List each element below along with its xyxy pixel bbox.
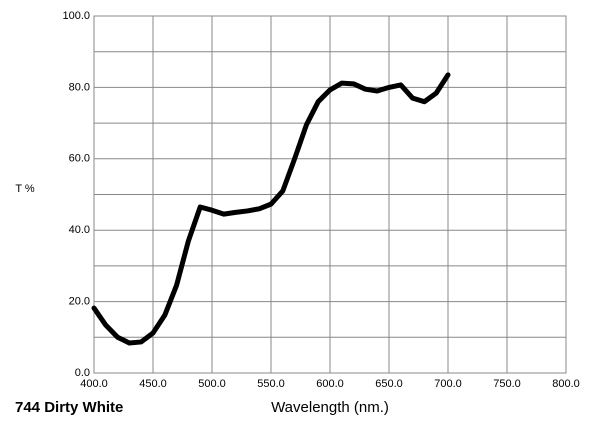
line bbox=[91, 72, 451, 346]
x-tick-label: 700.0 bbox=[434, 378, 462, 390]
y-tick-label: 60.0 bbox=[69, 153, 90, 165]
x-tick-label: 600.0 bbox=[316, 378, 344, 390]
x-tick-label: 750.0 bbox=[493, 378, 521, 390]
x-tick-label: 400.0 bbox=[80, 378, 108, 390]
y-axis-label: T % bbox=[15, 183, 35, 195]
x-tick-label: 550.0 bbox=[257, 378, 285, 390]
plot-frame bbox=[93, 15, 567, 374]
y-tick-label: 40.0 bbox=[69, 224, 90, 236]
y-tick-label: 0.0 bbox=[75, 367, 90, 379]
y-tick-label: 80.0 bbox=[69, 81, 90, 93]
chart-title: 744 Dirty White bbox=[15, 399, 123, 416]
x-tick-label: 800.0 bbox=[552, 378, 580, 390]
x-tick-label: 500.0 bbox=[198, 378, 226, 390]
x-axis-label: Wavelength (nm.) bbox=[271, 399, 389, 416]
y-tick-label: 100.0 bbox=[62, 10, 90, 22]
x-tick-label: 450.0 bbox=[139, 378, 167, 390]
y-tick-label: 20.0 bbox=[69, 296, 90, 308]
x-tick-label: 650.0 bbox=[375, 378, 403, 390]
